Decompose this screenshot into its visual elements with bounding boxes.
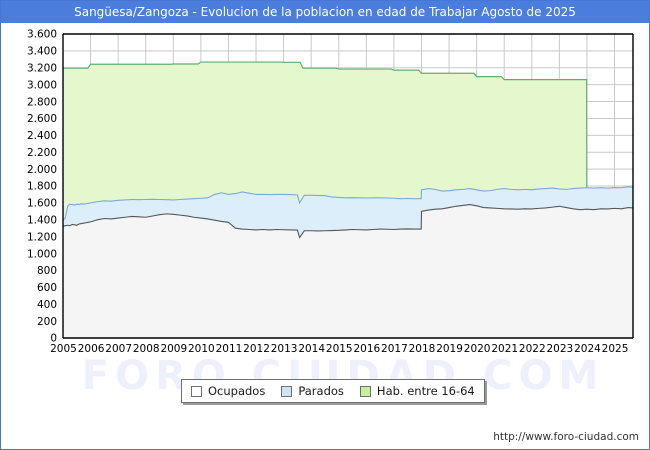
y-axis-tick-label: 3.200 (27, 62, 57, 74)
series-area-ocupados (63, 204, 633, 338)
x-axis-tick-label: 2018 (409, 343, 436, 355)
population-evolution-chart: 0 200 400 600 800 1.000 1.200 1.400 1.600 1.800 2.… (27, 29, 634, 355)
legend-item-ocupados[interactable]: Ocupados (191, 384, 265, 398)
x-axis-tick-label: 2017 (381, 343, 408, 355)
legend-label-habitantes: Hab. entre 16-64 (376, 384, 475, 398)
y-axis-tick-label: 1.200 (27, 231, 57, 243)
x-axis-tick-label: 2006 (78, 343, 105, 355)
y-axis-tick-label: 1.600 (27, 198, 57, 210)
x-axis-tick-label: 2005 (50, 343, 77, 355)
y-axis-tick-label: 2.200 (27, 147, 57, 159)
legend-item-habitantes[interactable]: Hab. entre 16-64 (359, 384, 475, 398)
series-line-ocupados (62, 204, 634, 239)
y-axis-tick-label: 800 (37, 265, 57, 277)
y-axis-tick-label: 3.400 (27, 46, 57, 58)
legend-swatch-parados (281, 385, 293, 397)
x-axis-tick-label: 2023 (547, 343, 574, 355)
legend-swatch-ocupados (191, 385, 202, 397)
y-axis-tick-label: 1.000 (27, 248, 57, 260)
y-axis-tick-label: 2.000 (27, 164, 57, 176)
series-line-parados (62, 186, 634, 221)
x-axis-tick-label: 2019 (436, 343, 463, 355)
y-axis-tick-label: 3.600 (27, 29, 57, 41)
legend-label-ocupados: Ocupados (208, 384, 266, 398)
y-axis-tick-label: 2.800 (27, 96, 57, 108)
x-axis-tick-label: 2014 (298, 343, 325, 355)
x-axis-tick-label: 2024 (574, 343, 601, 355)
legend-label-parados: Parados (298, 384, 344, 398)
y-axis-tick-label: 2.600 (27, 113, 57, 125)
y-axis-tick-label: 1.400 (27, 214, 57, 226)
x-axis-tick-label: 2013 (271, 343, 298, 355)
x-axis-tick-label: 2022 (519, 343, 546, 355)
y-axis-tick-label: 1.800 (27, 181, 57, 193)
y-axis-tick-label: 0 (50, 333, 57, 345)
x-axis-tick-label: 2010 (188, 343, 215, 355)
page-title: Sangüesa/Zangoza - Evolucion de la pobla… (74, 5, 576, 19)
x-axis-tick-label: 2020 (464, 343, 491, 355)
y-axis-tick-label: 600 (37, 282, 57, 294)
chart-legend: Ocupados Parados Hab. entre 16-64 (181, 379, 485, 403)
legend-item-parados[interactable]: Parados (281, 384, 344, 398)
x-axis-tick-label: 2016 (353, 343, 380, 355)
y-axis-tick-label: 2.400 (27, 130, 57, 142)
x-axis-tick-label: 2015 (326, 343, 353, 355)
series-line-habitantes (63, 61, 588, 339)
x-axis-tick-label: 2009 (160, 343, 187, 355)
source-url[interactable]: http://www.foro-ciudad.com (493, 431, 639, 443)
x-axis-tick-label: 2011 (216, 343, 243, 355)
x-axis-tick-label: 2025 (602, 343, 629, 355)
x-axis-tick-label: 2007 (105, 343, 132, 355)
y-axis-tick-label: 3.000 (27, 79, 57, 91)
y-axis-tick-label: 200 (37, 316, 57, 328)
x-axis-tick-label: 2012 (243, 343, 270, 355)
legend-swatch-habitantes (359, 385, 371, 397)
window-title-bar: Sangüesa/Zangoza - Evolucion de la pobla… (1, 1, 649, 23)
x-axis-tick-label: 2008 (133, 343, 160, 355)
y-axis-tick-label: 400 (37, 299, 57, 311)
x-axis-tick-label: 2021 (491, 343, 518, 355)
